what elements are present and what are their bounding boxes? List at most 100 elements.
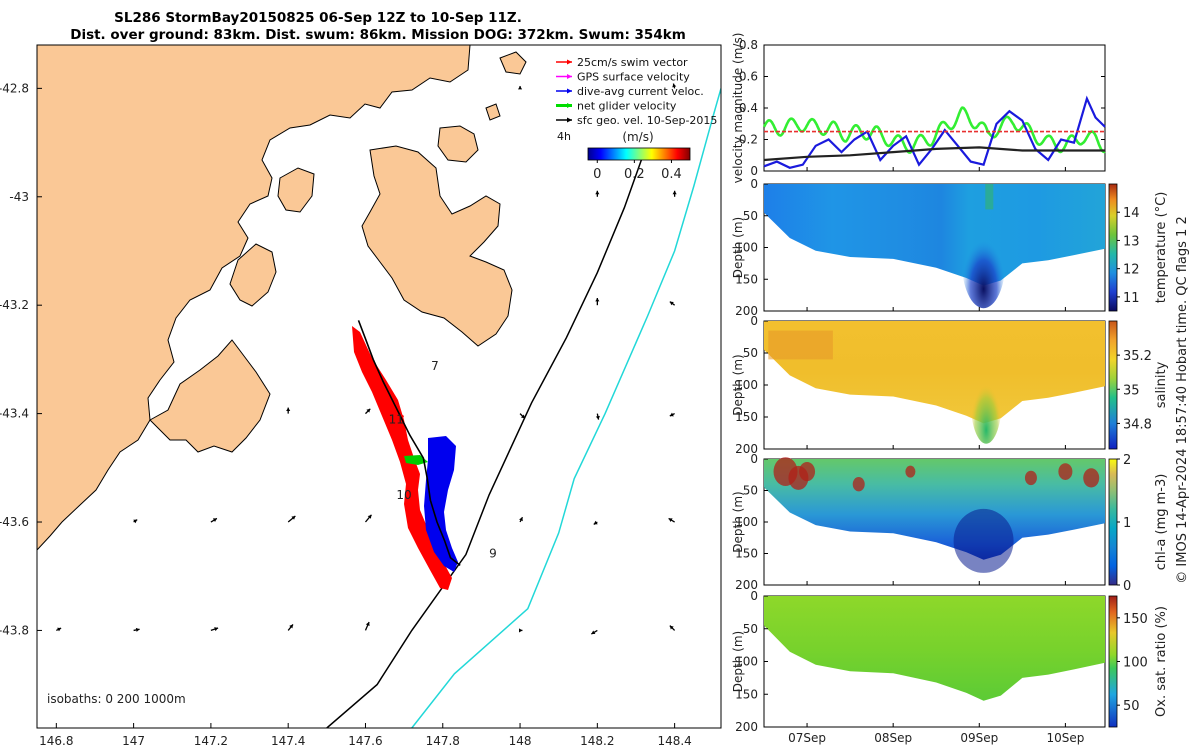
map-x-tick-label: 147.6 [348, 734, 382, 748]
oxygen-y-tick-label: 150 [735, 687, 758, 701]
map-colorbar-ticks: 0 0.2 0.4 [593, 160, 682, 182]
oxygen-y-tick-label: 100 [735, 655, 758, 669]
temperature-y-tick-label: 0 [750, 177, 758, 191]
salinity-y-tick-label: 150 [735, 410, 758, 424]
map-x-tick-label: 148 [509, 734, 532, 748]
legend-swatch-head [567, 88, 572, 94]
salinity-ylabel: Depth (m) [731, 354, 745, 415]
surface-vector-head [595, 297, 600, 302]
surface-vector-head [519, 517, 523, 522]
chla-y-tick-label: 0 [750, 452, 758, 466]
temperature-colorbar-tick-label: 12 [1123, 263, 1140, 278]
surface-vector-head [286, 407, 291, 412]
time-tick-label: 09Sep [960, 731, 998, 745]
chla-colorbar-tick-label: 0 [1123, 579, 1131, 594]
map-x-tick-label: 146.8 [39, 734, 73, 748]
map-colorbar-tick-label: 0.4 [661, 167, 682, 182]
map-x-tick-label: 147.2 [194, 734, 228, 748]
title-line-1: SL286 StormBay20150825 06-Sep 12Z to 10-… [114, 10, 522, 26]
chla-y-tick-label: 50 [743, 484, 758, 498]
map-x-tick-label: 147.4 [271, 734, 305, 748]
surface-vector-head [595, 415, 600, 420]
oxygen-ylabel: Depth (m) [731, 631, 745, 692]
salinity-section-fill [764, 321, 1105, 424]
temperature-section-fill [764, 184, 1105, 286]
map-colorbar-label: (m/s) [622, 130, 653, 144]
surface-vector-head [291, 516, 296, 520]
time-tick-label: 10Sep [1046, 731, 1084, 745]
surface-vector-head [367, 514, 372, 519]
salinity-y-tick-label: 100 [735, 378, 758, 392]
glider-track-green-patch [404, 455, 428, 465]
legend-swatch-head [567, 74, 572, 79]
chla-high-patch [1058, 463, 1073, 480]
velocity-y-tick-label: 0 [750, 164, 758, 178]
map-x-tick-label: 148.4 [657, 734, 691, 748]
chla-high-patch [1024, 470, 1037, 486]
map-y-axis: -42.8 -43 -43.2 -43.4 -43.6 -43.8 [0, 81, 42, 637]
chla-high-patch [1083, 468, 1100, 488]
legend-entry: sfc geo. vel. 10-Sep-2015 [577, 114, 717, 127]
salinity-fresh-core [970, 351, 1003, 444]
map-y-tick-label: -42.8 [0, 81, 29, 95]
surface-vector-head [214, 627, 219, 632]
salinity-high-patch [768, 330, 833, 360]
surface-vector-head [669, 412, 674, 417]
surface-vector-head [668, 518, 673, 522]
salinity-colorbar-label: salinity [1154, 361, 1169, 408]
map-y-tick-label: -43 [9, 190, 29, 204]
oxygen-y-tick-label: 50 [743, 622, 758, 636]
chla-high-patch [852, 477, 865, 492]
map-colorbar-tick-label: 0.2 [624, 167, 645, 182]
legend-swatch-head [567, 117, 572, 123]
temperature-cold-core [961, 212, 1006, 309]
temperature-warm-streak [985, 184, 994, 210]
velocity-y-tick-label: 0.2 [739, 133, 758, 147]
salinity-colorbar-tick-label: 35 [1123, 383, 1140, 398]
glider-track-line [357, 320, 461, 567]
oxygen-colorbar-tick-label: 150 [1123, 612, 1148, 627]
velocity-y-axis: 0 0.2 0.4 0.6 0.8 [739, 38, 1105, 178]
map-x-tick-label: 147 [122, 734, 145, 748]
land-forestier-peninsula [361, 145, 513, 347]
oxygen-section-fill [764, 596, 1105, 701]
chla-colorbar-label: chl-a (mg m-3) [1154, 474, 1169, 571]
isobath-200m-line [326, 153, 645, 728]
legend-entry: dive-avg current veloc. [577, 85, 704, 98]
map-y-tick-label: -43.8 [0, 623, 29, 637]
surface-vector-head [212, 518, 217, 522]
velocity-series-sfc-geo [763, 146, 1105, 162]
map-y-tick-label: -43.4 [0, 407, 29, 421]
surface-vector-head [289, 624, 293, 629]
glider-track-blue-patch [424, 436, 458, 572]
chla-panel: 0 50 100 150 200 Depth (m) 0 1 2 chl-a (mg m-3) [731, 452, 1169, 594]
oxygen-colorbar [1108, 595, 1118, 728]
surface-velocity-vectors [56, 83, 677, 635]
temperature-colorbar-label: temperature (°C) [1154, 192, 1169, 304]
surface-vector-head [591, 630, 596, 635]
chla-colorbar-tick-label: 2 [1123, 453, 1131, 468]
temperature-colorbar-tick-label: 13 [1123, 234, 1140, 249]
surface-vector-head [672, 190, 677, 195]
surface-vector-head [57, 627, 62, 632]
chla-low-patch [953, 508, 1014, 573]
oxygen-y-tick-label: 200 [735, 720, 758, 734]
chla-y-tick-label: 200 [735, 578, 758, 592]
map-legend: 25cm/s swim vector GPS surface velocitydi… [556, 56, 717, 127]
map-x-tick-label: 148.2 [580, 734, 614, 748]
isobath-1000m-line [411, 88, 721, 728]
land-island-1 [499, 51, 527, 75]
land-peninsula-west [149, 339, 271, 453]
surface-vector-head [595, 190, 600, 195]
velocity-y-tick-label: 0.4 [739, 101, 758, 115]
chla-high-patch [905, 465, 916, 478]
salinity-y-tick-label: 200 [735, 442, 758, 456]
legend-hours: 4h [557, 130, 571, 143]
map-x-tick-label: 147.8 [426, 734, 460, 748]
land-mainland [37, 45, 471, 551]
surface-vector-head [365, 622, 370, 626]
